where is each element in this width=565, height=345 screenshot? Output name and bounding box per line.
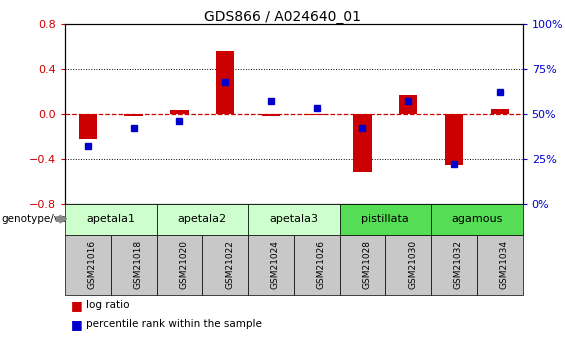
Text: pistillata: pistillata: [362, 214, 409, 224]
Text: apetala2: apetala2: [178, 214, 227, 224]
Text: GSM21028: GSM21028: [363, 240, 371, 289]
Bar: [262, 114, 280, 116]
Text: GSM21022: GSM21022: [225, 240, 234, 289]
Bar: [445, 114, 463, 165]
Text: agamous: agamous: [451, 214, 502, 224]
Text: GSM21026: GSM21026: [316, 240, 325, 289]
Text: GSM21018: GSM21018: [133, 240, 142, 289]
Bar: [307, 114, 326, 115]
Bar: [490, 109, 509, 114]
Text: log ratio: log ratio: [86, 300, 130, 310]
Bar: [353, 114, 372, 172]
Text: genotype/variation: genotype/variation: [1, 214, 100, 224]
Text: ■: ■: [71, 299, 82, 312]
Text: GSM21016: GSM21016: [88, 240, 97, 289]
Text: GDS866 / A024640_01: GDS866 / A024640_01: [204, 10, 361, 24]
Bar: [399, 95, 418, 114]
Text: apetala1: apetala1: [86, 214, 135, 224]
Text: GSM21024: GSM21024: [271, 240, 280, 289]
Text: GSM21034: GSM21034: [499, 240, 508, 289]
Text: apetala3: apetala3: [270, 214, 318, 224]
Bar: [79, 114, 97, 138]
Bar: [216, 51, 234, 114]
Text: ■: ■: [71, 318, 82, 331]
Text: percentile rank within the sample: percentile rank within the sample: [86, 319, 262, 329]
Bar: [170, 110, 189, 114]
Bar: [124, 114, 143, 116]
Text: GSM21020: GSM21020: [179, 240, 188, 289]
Text: GSM21032: GSM21032: [454, 240, 463, 289]
Text: GSM21030: GSM21030: [408, 240, 417, 289]
